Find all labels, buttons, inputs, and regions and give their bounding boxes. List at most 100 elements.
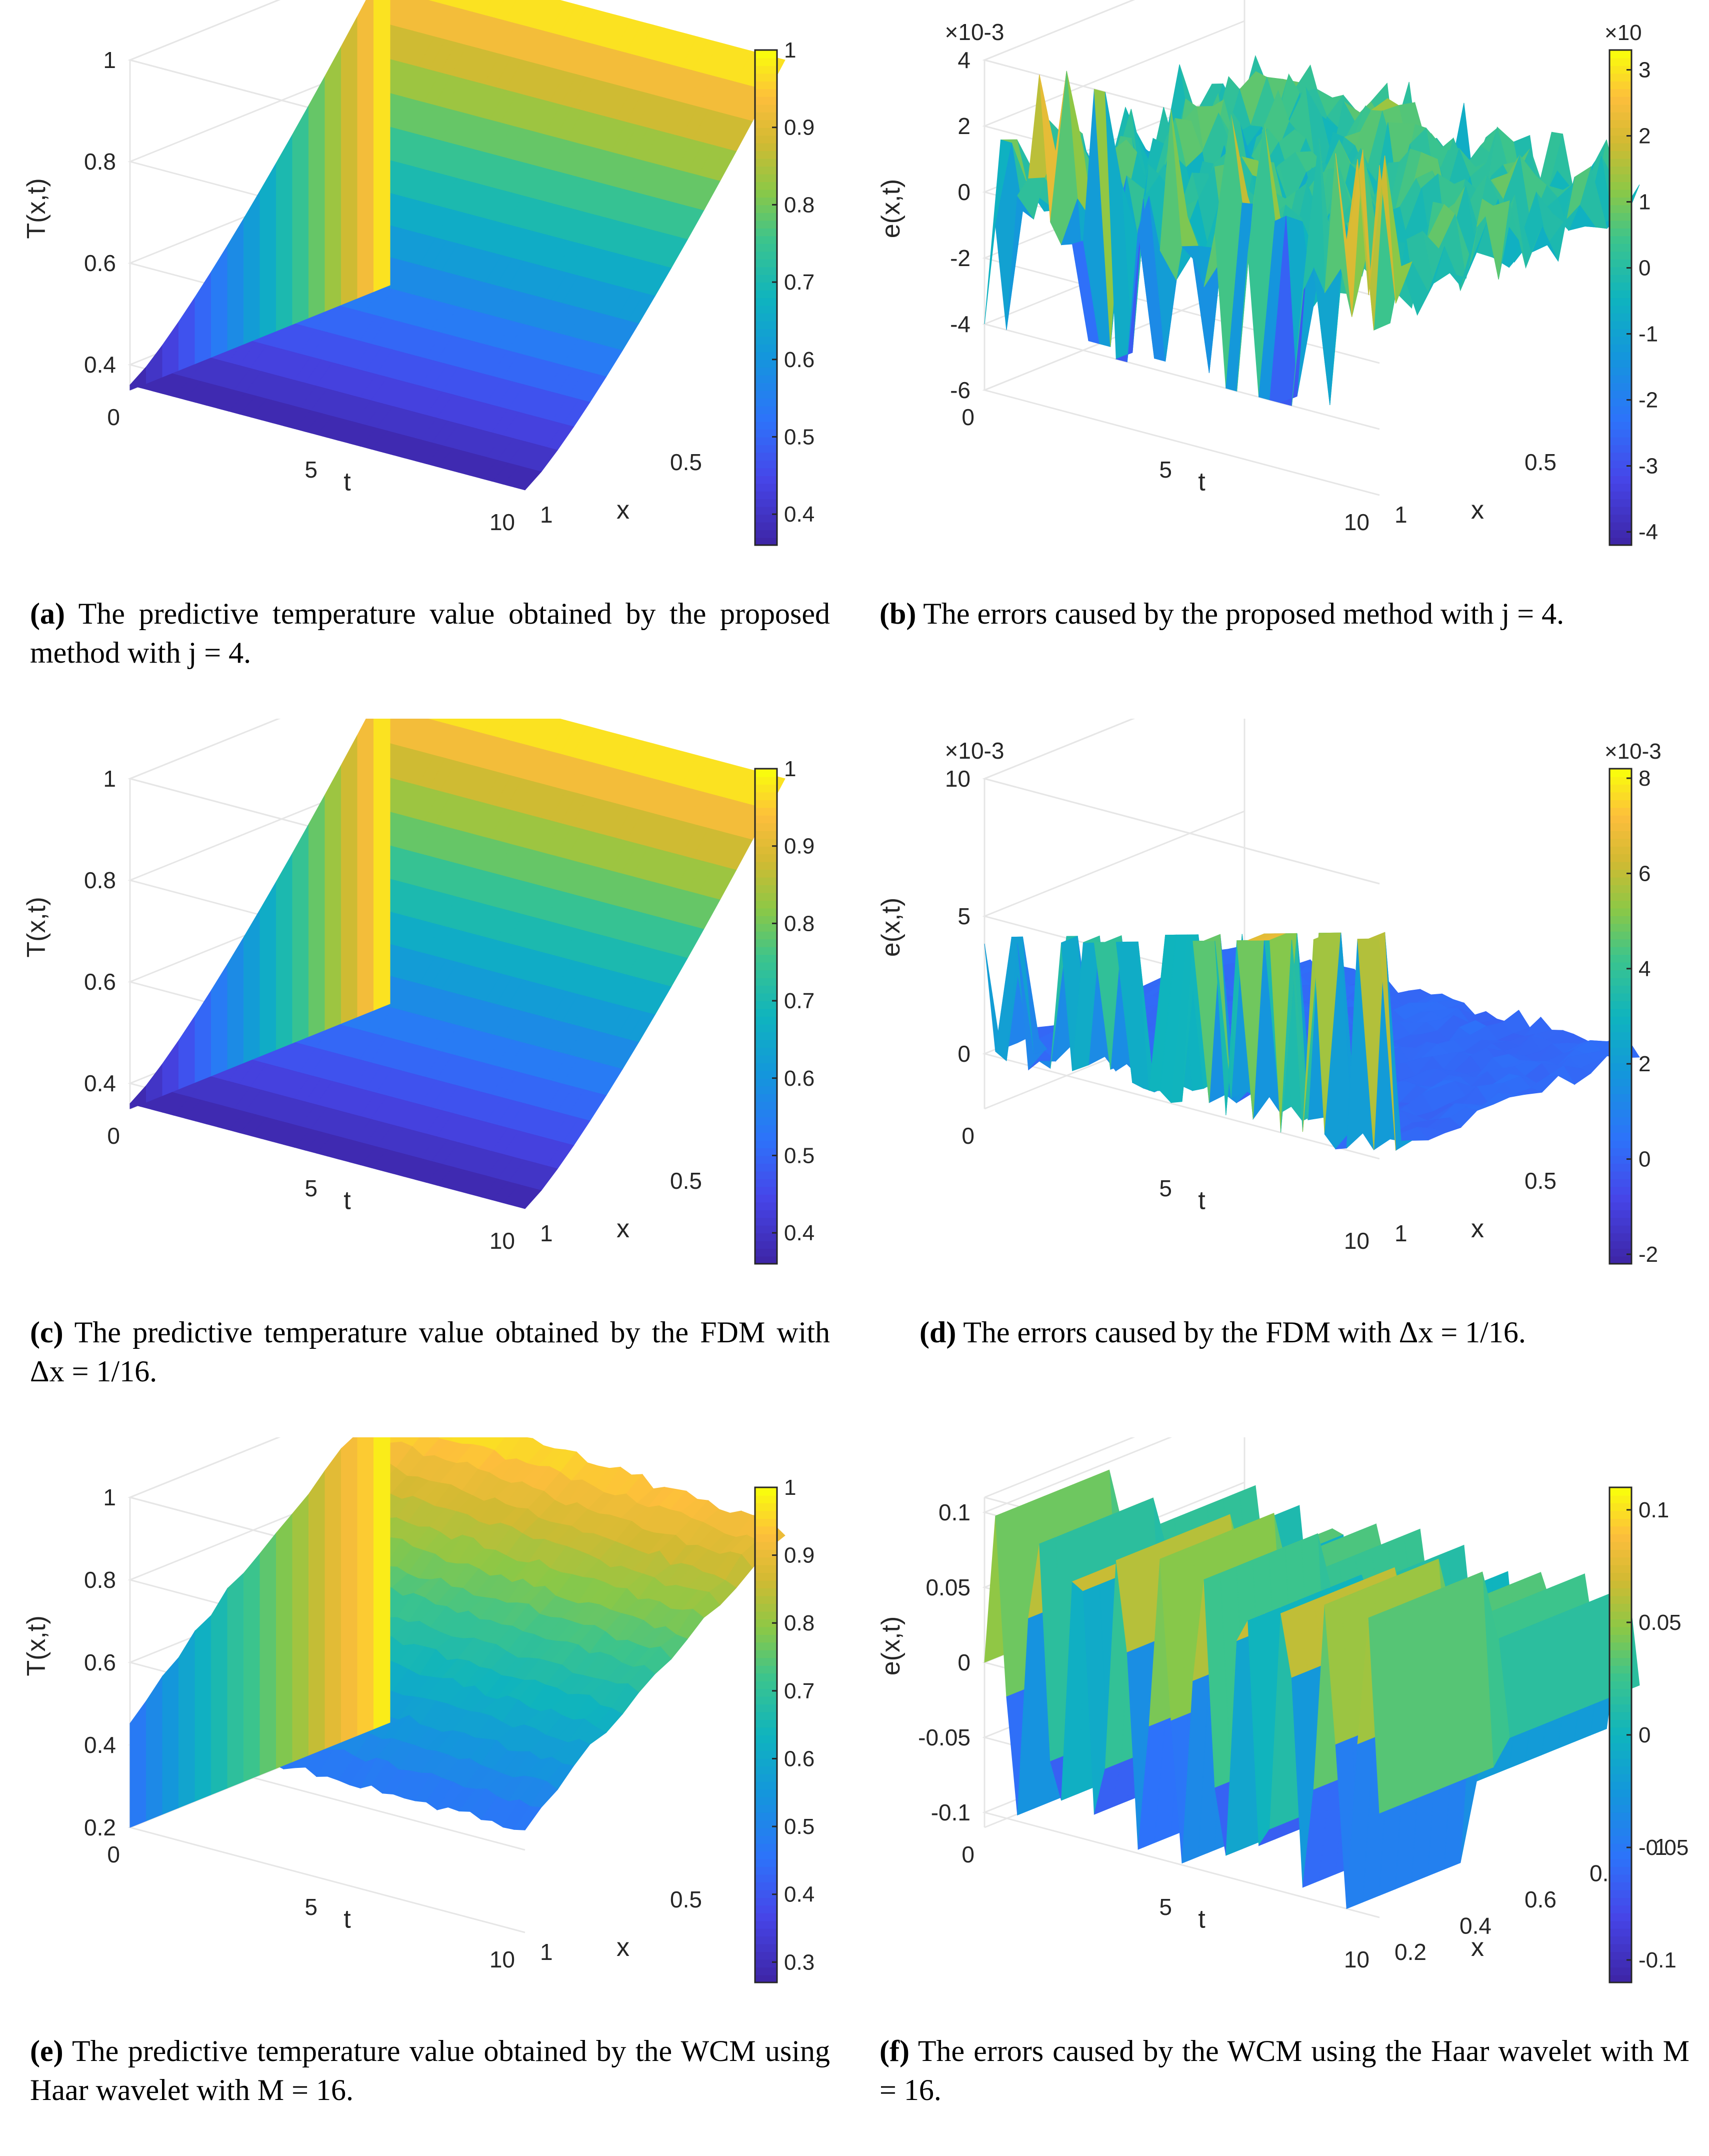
- colorbar-segment: [755, 390, 777, 399]
- colorbar-segment: [1610, 939, 1632, 947]
- colorbar-segment: [1610, 274, 1632, 283]
- colorbar-segment: [1610, 1595, 1632, 1604]
- colorbar-segment: [1610, 1603, 1632, 1612]
- colorbar-tick-label: 0.6: [784, 1746, 814, 1771]
- caption-a-label: (a): [30, 597, 65, 630]
- colorbar-segment: [1610, 823, 1632, 831]
- colorbar-segment: [1610, 429, 1632, 438]
- surface-a: [130, 0, 786, 491]
- colorbar-segment: [1610, 197, 1632, 206]
- colorbar-segment: [755, 1711, 777, 1720]
- colorbar-segment: [755, 1673, 777, 1681]
- colorbar-segment: [1610, 1657, 1632, 1666]
- colorbar-segment: [1610, 181, 1632, 190]
- colorbar-segment: [755, 1758, 777, 1766]
- colorbar-segment: [1610, 1843, 1632, 1852]
- colorbar-segment: [1610, 1920, 1632, 1929]
- colorbar-segment: [1610, 1881, 1632, 1890]
- colorbar-tick-label: -0.05: [1638, 1835, 1688, 1860]
- colorbar-tick-label: 0.1: [1638, 1498, 1669, 1522]
- colorbar-segment: [755, 1773, 777, 1782]
- colorbar-segment: [755, 1649, 777, 1658]
- colorbar-segment: [755, 414, 777, 422]
- surface-face: [357, 1437, 374, 1736]
- colorbar-segment: [1610, 336, 1632, 345]
- colorbar-segment: [755, 1912, 777, 1921]
- axis-labels-e: 0.2 0.4 0.6 0.8 1 T(x,t) 0 5 10 t 0.5 1 x: [22, 1484, 702, 1972]
- colorbar-segment: [755, 166, 777, 175]
- colorbar-segment: [755, 885, 777, 893]
- colorbar-segment: [1610, 166, 1632, 175]
- t-tick-label: 10: [490, 1946, 515, 1972]
- colorbar-segment: [1610, 491, 1632, 500]
- panel-e: 0.2 0.4 0.6 0.8 1 T(x,t) 0 5 10 t 0.5 1 x 1 0.9 0.8 0.7 0…: [0, 1437, 854, 2156]
- colorbar-segment: [755, 1835, 777, 1844]
- colorbar-tick-label: -3: [1638, 454, 1658, 479]
- colorbar-segment: [755, 437, 777, 445]
- colorbar-segment: [1610, 1796, 1632, 1805]
- colorbar-segment: [1610, 854, 1632, 862]
- colorbar-segment: [1610, 1039, 1632, 1048]
- colorbar-segment: [1610, 460, 1632, 469]
- caption-f-text: The errors caused by the WCM using the H…: [880, 2034, 1690, 2106]
- colorbar-segment: [1610, 437, 1632, 445]
- colorbar-tick-label: 0.3: [784, 1950, 814, 1974]
- colorbar-segment: [755, 799, 777, 808]
- colorbar-segment: [755, 1889, 777, 1898]
- axis-labels-f: -0.1-0.0500.050.1e(x,t)0510t10.80.60.40.…: [876, 1499, 1668, 1972]
- colorbar-tick-label: 0.4: [784, 502, 814, 527]
- colorbar-segment: [755, 328, 777, 337]
- colorbar-segment: [1610, 1588, 1632, 1596]
- colorbar-segment: [755, 1696, 777, 1705]
- surface-face: [276, 133, 293, 332]
- z-grid-line: [982, 719, 1380, 885]
- colorbar-segment: [1610, 1851, 1632, 1859]
- colorbar-segment: [755, 1827, 777, 1836]
- colorbar-segment: [1610, 1217, 1632, 1226]
- colorbar-segment: [755, 939, 777, 947]
- colorbar-segment: [1610, 1804, 1632, 1813]
- colorbar-segment: [755, 96, 777, 105]
- colorbar-segment: [1610, 1248, 1632, 1257]
- panel-b: -6 -4 -2 0 2 4 ×10-3 e(x,t) 0 5 10 t 0.5 1 x 3 2 1 0 -1 -2 -3…: [854, 0, 1709, 719]
- colorbar-segment: [1610, 499, 1632, 507]
- colorbar-segment: [1610, 112, 1632, 121]
- colorbar-segment: [755, 1858, 777, 1867]
- colorbar-segment: [1610, 444, 1632, 453]
- surface-face: [162, 1656, 179, 1815]
- colorbar-segment: [755, 1518, 777, 1527]
- colorbar-segment: [1610, 421, 1632, 430]
- colorbar-segment: [755, 869, 777, 878]
- colorbar-segment: [755, 807, 777, 816]
- colorbar-segment: [755, 1055, 777, 1063]
- caption-b-text: The errors caused by the proposed method…: [923, 597, 1564, 630]
- colorbar-segment: [1610, 1959, 1632, 1968]
- colorbar-segment: [755, 861, 777, 870]
- t-axis-label: t: [1198, 1186, 1206, 1215]
- colorbar-segment: [755, 1719, 777, 1728]
- colorbar-segment: [1610, 267, 1632, 275]
- z-tick-label: 0.8: [84, 867, 116, 893]
- colorbar-segment: [1610, 81, 1632, 90]
- colorbar-segment: [755, 468, 777, 476]
- colorbar-segment: [1610, 120, 1632, 128]
- colorbar-segment: [755, 1750, 777, 1759]
- x-axis-label: x: [616, 496, 630, 525]
- caption-b: (b) The errors caused by the proposed me…: [880, 594, 1690, 633]
- colorbar-segment: [755, 398, 777, 407]
- axis-labels-a: 0.4 0.6 0.8 1 T(x,t) 0 5 10 t 0.5 1 x: [22, 47, 702, 535]
- colorbar-segment: [1610, 1008, 1632, 1017]
- z-tick-label: 0: [958, 179, 970, 205]
- colorbar-segment: [755, 359, 777, 368]
- colorbar-segment: [1610, 1936, 1632, 1944]
- colorbar-segment: [755, 530, 777, 538]
- colorbar-segment: [1610, 977, 1632, 986]
- colorbar-segment: [1610, 127, 1632, 136]
- colorbar-segment: [755, 1124, 777, 1133]
- caption-f-label: (f): [880, 2034, 910, 2067]
- t-tick-label: 10: [490, 509, 515, 535]
- colorbar-segment: [755, 1533, 777, 1542]
- colorbar-segment: [1610, 792, 1632, 800]
- colorbar-segment: [755, 1843, 777, 1852]
- colorbar-segment: [1610, 784, 1632, 793]
